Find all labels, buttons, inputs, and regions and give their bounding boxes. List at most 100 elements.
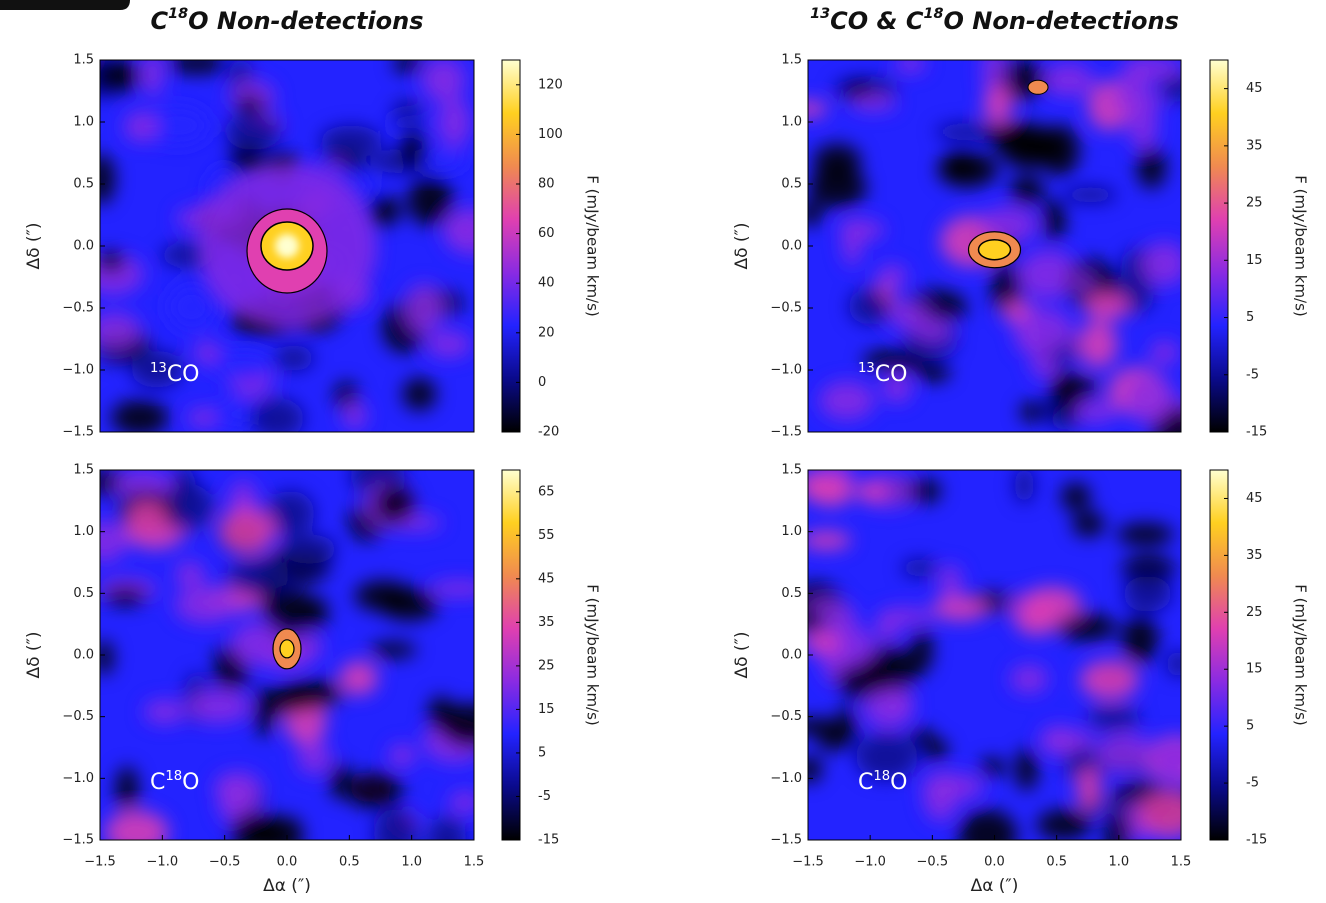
noise-blob — [836, 706, 857, 751]
x-tick-label: −1.5 — [84, 855, 116, 870]
colorbar-tick-label: 45 — [538, 571, 555, 586]
panel-label: 13CO — [858, 361, 907, 388]
y-tick-label: 1.5 — [781, 463, 802, 478]
colorbar — [501, 59, 521, 433]
y-tick-label: 0.5 — [73, 586, 94, 601]
colorbar-tick-label: 25 — [1246, 196, 1263, 211]
noise-blob — [187, 407, 219, 428]
noise-blob — [329, 762, 351, 800]
y-tick-label: 0.5 — [781, 586, 802, 601]
noise-blob — [100, 60, 142, 93]
window-tab — [0, 0, 130, 10]
x-axis-label: Δα (″) — [971, 876, 1019, 896]
noise-blob — [211, 350, 275, 381]
panel-label: C18O — [150, 769, 199, 796]
noise-blob — [100, 250, 125, 273]
noise-blob — [438, 97, 471, 148]
noise-blob — [1095, 732, 1154, 774]
colorbar-label: F (mJy/beam km/s) — [1292, 584, 1310, 726]
noise-blob — [889, 300, 929, 331]
noise-blob — [1009, 664, 1049, 694]
noise-blob — [194, 341, 221, 365]
noise-blob — [273, 345, 314, 371]
noise-blob — [158, 483, 215, 531]
colorbar-tick-label: 15 — [538, 702, 555, 717]
colorbar-tick-label: 25 — [538, 658, 555, 673]
y-tick-label: 1.0 — [781, 115, 802, 130]
noise-blob — [1072, 511, 1105, 537]
y-tick-label: −1.5 — [62, 833, 94, 848]
y-axis-label: Δδ (″) — [24, 631, 44, 678]
text-part: O Non-detections — [188, 7, 423, 35]
noise-blob — [1050, 372, 1076, 400]
noise-blob — [266, 490, 315, 537]
noise-blob — [808, 717, 843, 736]
noise-blob — [856, 482, 886, 502]
noise-blob — [808, 531, 852, 550]
noise-blob — [911, 627, 933, 674]
superscript: 13 — [810, 6, 830, 22]
noise-blob — [443, 208, 474, 255]
noise-blob — [1063, 186, 1117, 204]
noise-blob — [923, 771, 958, 822]
colorbar-tick-label: 35 — [1246, 548, 1263, 563]
noise-blob — [354, 580, 413, 612]
noise-blob — [104, 810, 169, 840]
colorbar-tick-label: 120 — [538, 77, 563, 92]
noise-blob — [1128, 99, 1158, 150]
noise-blob — [1122, 60, 1181, 80]
x-tick-label: −0.5 — [917, 855, 949, 870]
colorbar-tick-label: 65 — [538, 484, 555, 499]
noise-blob — [279, 690, 329, 711]
superscript: 18 — [873, 769, 890, 784]
noise-blob — [1165, 651, 1181, 677]
noise-blob — [808, 100, 828, 118]
noise-blob — [186, 689, 251, 724]
noise-blob — [1139, 790, 1181, 839]
noise-blob — [811, 623, 876, 668]
x-tick-label: 0.5 — [339, 855, 360, 870]
x-tick-label: −1.0 — [854, 855, 886, 870]
noise-blob — [1019, 401, 1048, 423]
noise-blob — [297, 741, 332, 775]
noise-blob — [1123, 575, 1172, 612]
noise-blob — [235, 95, 266, 114]
noise-blob — [1042, 197, 1066, 242]
x-tick-label: 1.5 — [464, 855, 485, 870]
text-part: O — [890, 770, 907, 795]
noise-blob — [1039, 728, 1095, 755]
noise-blob — [404, 283, 444, 334]
x-tick-label: 0.0 — [984, 855, 1005, 870]
noise-blob — [1023, 586, 1082, 621]
panel-title: C18O Non-detections — [150, 6, 423, 35]
x-tick-label: −0.5 — [209, 855, 241, 870]
noise-blob — [110, 399, 169, 432]
noise-blob — [915, 360, 951, 383]
superscript: 13 — [858, 361, 875, 376]
y-tick-label: 0.0 — [781, 648, 802, 663]
text-part: C — [150, 7, 168, 35]
emission-core — [977, 238, 1012, 261]
noise-blob — [402, 377, 437, 411]
y-tick-label: 0.0 — [73, 239, 94, 254]
noise-blob — [1136, 146, 1167, 189]
x-tick-label: 0.0 — [277, 855, 298, 870]
y-axis-label: Δδ (″) — [24, 222, 44, 269]
noise — [808, 470, 1181, 840]
colorbar-tick-label: 0 — [538, 375, 546, 390]
noise-blob — [863, 689, 914, 728]
colorbar-tick-label: 55 — [538, 528, 555, 543]
y-tick-label: −1.0 — [770, 363, 802, 378]
noise-blob — [1087, 81, 1131, 131]
y-tick-label: 0.0 — [781, 239, 802, 254]
x-axis-label: Δα (″) — [263, 876, 311, 896]
noise-blob — [881, 373, 912, 403]
noise-blob — [227, 557, 290, 596]
y-axis-label: Δδ (″) — [732, 631, 752, 678]
y-tick-label: −1.0 — [770, 771, 802, 786]
noise-blob — [250, 397, 304, 432]
noise-blob — [848, 288, 892, 325]
noise-blob — [1014, 470, 1035, 504]
y-tick-label: −1.0 — [62, 771, 94, 786]
noise-blob — [1075, 400, 1117, 424]
